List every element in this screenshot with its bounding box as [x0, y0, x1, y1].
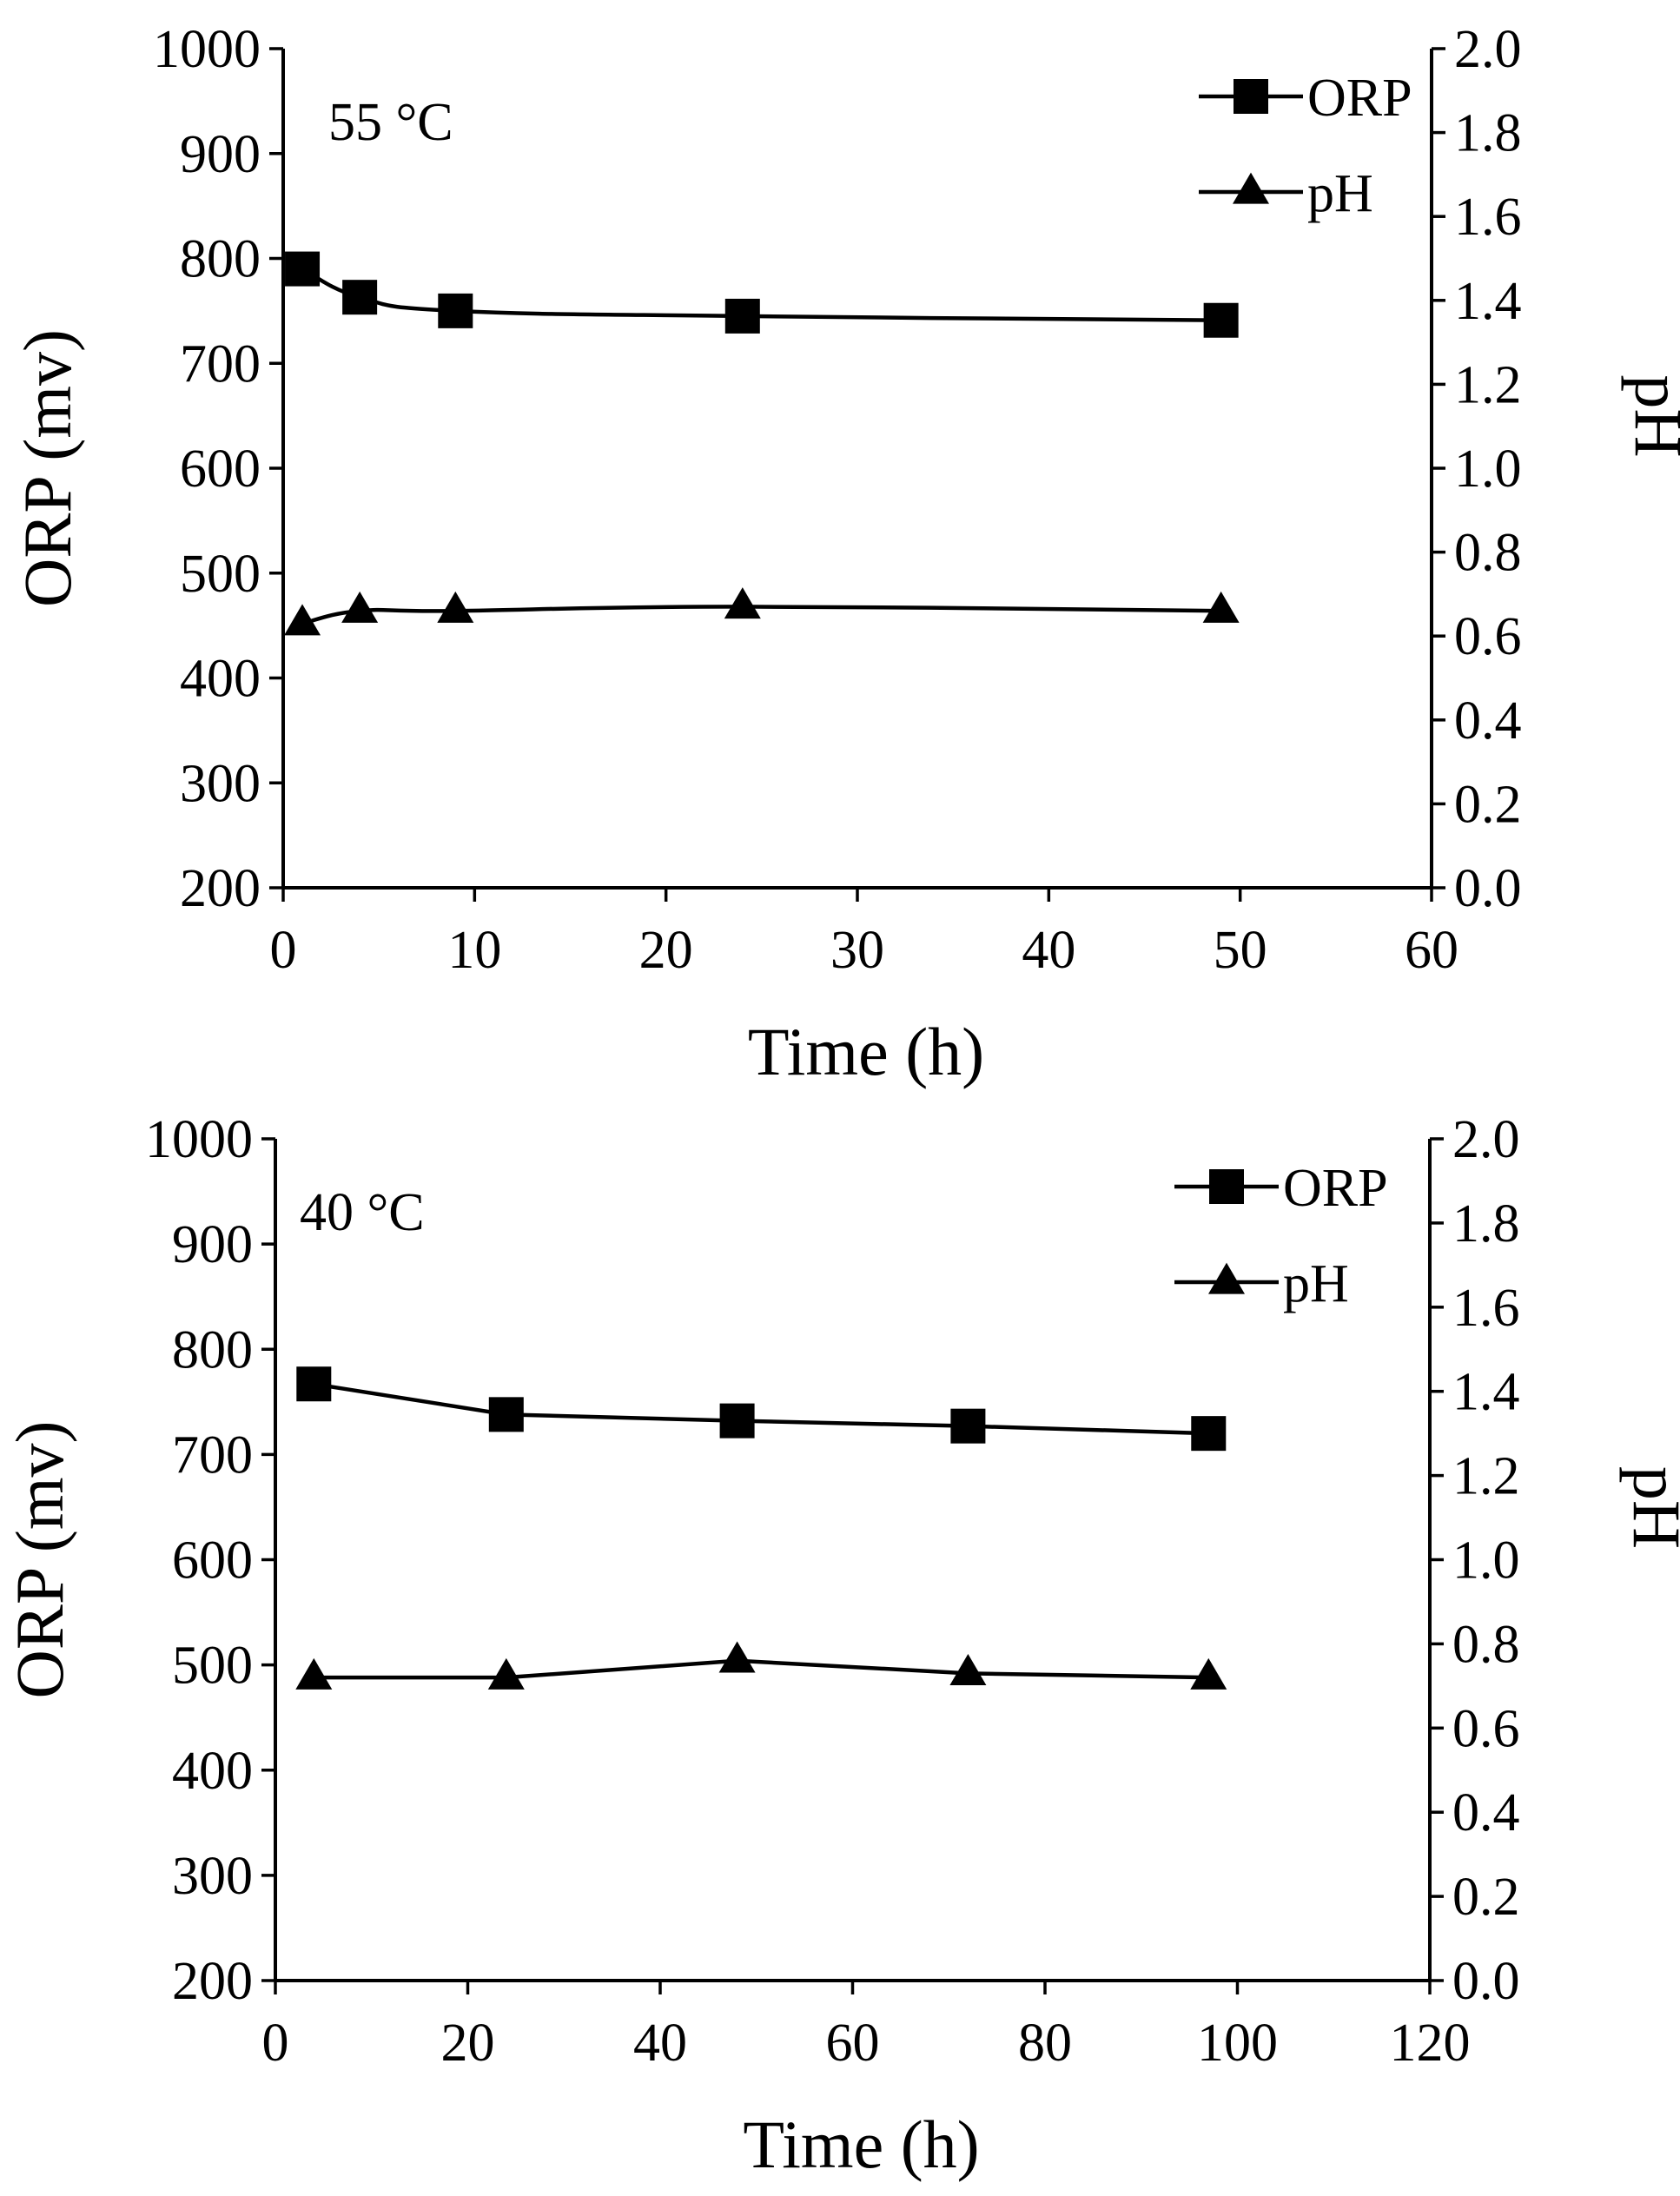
x-tick-label: 20 — [639, 921, 693, 980]
y2-tick-label: 0.8 — [1452, 1615, 1520, 1674]
y2-tick-label: 0.4 — [1452, 1783, 1520, 1842]
y2-tick-label: 0.4 — [1454, 691, 1522, 751]
y-tick-label: 600 — [180, 440, 261, 499]
data-point-orp — [438, 293, 473, 328]
y2-tick-label: 0.6 — [1454, 607, 1522, 666]
x-tick-label: 120 — [1390, 2014, 1471, 2073]
chart-panel-1: 20030040050060070080090010000.00.20.40.6… — [10, 20, 1680, 1089]
x-tick-label: 0 — [262, 2014, 289, 2073]
series-line-orp — [313, 1381, 1209, 1436]
legend-marker-orp — [1209, 1169, 1244, 1204]
y2-tick-label: 1.4 — [1454, 272, 1522, 331]
y-tick-label: 500 — [172, 1637, 253, 1696]
y-tick-label: 1000 — [153, 20, 261, 79]
x-tick-label: 60 — [1405, 921, 1458, 980]
y-axis-title: ORP (mv) — [2, 1421, 77, 1699]
y2-tick-label: 1.8 — [1454, 104, 1522, 163]
data-point-orp — [724, 298, 760, 334]
x-tick-label: 50 — [1214, 921, 1267, 980]
y-tick-label: 400 — [172, 1742, 253, 1801]
x-tick-label: 20 — [441, 2014, 495, 2073]
legend-label-ph: pH — [1307, 164, 1373, 223]
y2-tick-label: 0.6 — [1452, 1699, 1520, 1758]
data-point-orp — [296, 1366, 332, 1402]
y-tick-label: 1000 — [145, 1110, 253, 1169]
data-point-ph — [724, 587, 761, 619]
legend-marker-ph — [1208, 1262, 1245, 1294]
data-point-orp — [719, 1403, 755, 1439]
y2-tick-label: 0.0 — [1452, 1952, 1520, 2011]
y2-tick-label: 2.0 — [1454, 20, 1522, 79]
y-tick-label: 800 — [172, 1320, 253, 1379]
data-point-ph — [437, 591, 474, 623]
data-point-orp — [1203, 302, 1239, 338]
x-tick-label: 10 — [447, 921, 501, 980]
legend-marker-orp — [1234, 79, 1268, 114]
y-tick-label: 800 — [180, 230, 261, 289]
data-point-ph — [718, 1641, 756, 1673]
legend-label-ph: pH — [1283, 1254, 1349, 1313]
data-point-orp — [488, 1397, 524, 1432]
x-axis-title: Time (h) — [743, 2107, 979, 2182]
y2-tick-label: 0.2 — [1454, 775, 1522, 834]
y2-tick-label: 1.6 — [1452, 1279, 1520, 1338]
temperature-annotation: 40 °C — [300, 1183, 425, 1242]
x-tick-label: 80 — [1018, 2014, 1072, 2073]
data-point-ph — [341, 591, 379, 623]
data-point-orp — [1191, 1416, 1227, 1452]
series-line-ph — [314, 1658, 1209, 1680]
y2-tick-label: 1.2 — [1454, 355, 1522, 414]
data-point-orp — [342, 280, 378, 315]
y-axis-title: ORP (mv) — [10, 329, 85, 607]
y2-tick-label: 1.4 — [1452, 1363, 1520, 1422]
x-tick-label: 60 — [826, 2014, 880, 2073]
y2-tick-label: 1.8 — [1452, 1194, 1520, 1253]
y-tick-label: 900 — [180, 125, 261, 184]
y2-tick-label: 0.0 — [1454, 859, 1522, 918]
y2-tick-label: 2.0 — [1452, 1110, 1520, 1169]
y-tick-label: 900 — [172, 1215, 253, 1274]
y-tick-label: 700 — [172, 1425, 253, 1485]
x-tick-label: 40 — [633, 2014, 687, 2073]
data-point-ph — [295, 1657, 333, 1690]
x-tick-label: 40 — [1022, 921, 1075, 980]
y-tick-label: 500 — [180, 545, 261, 604]
data-point-ph — [1202, 591, 1240, 623]
legend-label-orp: ORP — [1283, 1159, 1388, 1218]
y-tick-label: 400 — [180, 650, 261, 709]
y-tick-label: 700 — [180, 334, 261, 394]
data-point-ph — [949, 1653, 987, 1685]
y-tick-label: 600 — [172, 1531, 253, 1591]
legend-label-orp: ORP — [1307, 69, 1412, 128]
y2-tick-label: 1.6 — [1454, 188, 1522, 247]
x-axis-title: Time (h) — [748, 1014, 984, 1089]
legend-marker-ph — [1233, 172, 1269, 204]
x-tick-label: 30 — [830, 921, 884, 980]
data-point-ph — [1190, 1657, 1227, 1690]
y2-axis-title: pH — [1619, 1466, 1680, 1549]
temperature-annotation: 55 °C — [328, 93, 453, 152]
data-point-orp — [285, 251, 321, 287]
x-tick-label: 0 — [270, 921, 297, 980]
y2-tick-label: 1.0 — [1454, 440, 1522, 499]
y-tick-label: 200 — [172, 1952, 253, 2011]
y2-tick-label: 0.2 — [1452, 1868, 1520, 1927]
y-tick-label: 300 — [172, 1847, 253, 1906]
data-point-ph — [284, 604, 321, 636]
y2-tick-label: 1.2 — [1452, 1447, 1520, 1506]
y2-tick-label: 0.8 — [1454, 524, 1522, 583]
data-point-orp — [950, 1408, 986, 1444]
x-tick-label: 100 — [1197, 2014, 1278, 2073]
y-tick-label: 200 — [180, 859, 261, 918]
data-point-ph — [487, 1657, 525, 1690]
chart-panel-2: 20030040050060070080090010000.00.20.40.6… — [2, 1110, 1680, 2182]
y2-tick-label: 1.0 — [1452, 1531, 1520, 1591]
y2-axis-title: pH — [1621, 374, 1680, 457]
y-tick-label: 300 — [180, 754, 261, 813]
